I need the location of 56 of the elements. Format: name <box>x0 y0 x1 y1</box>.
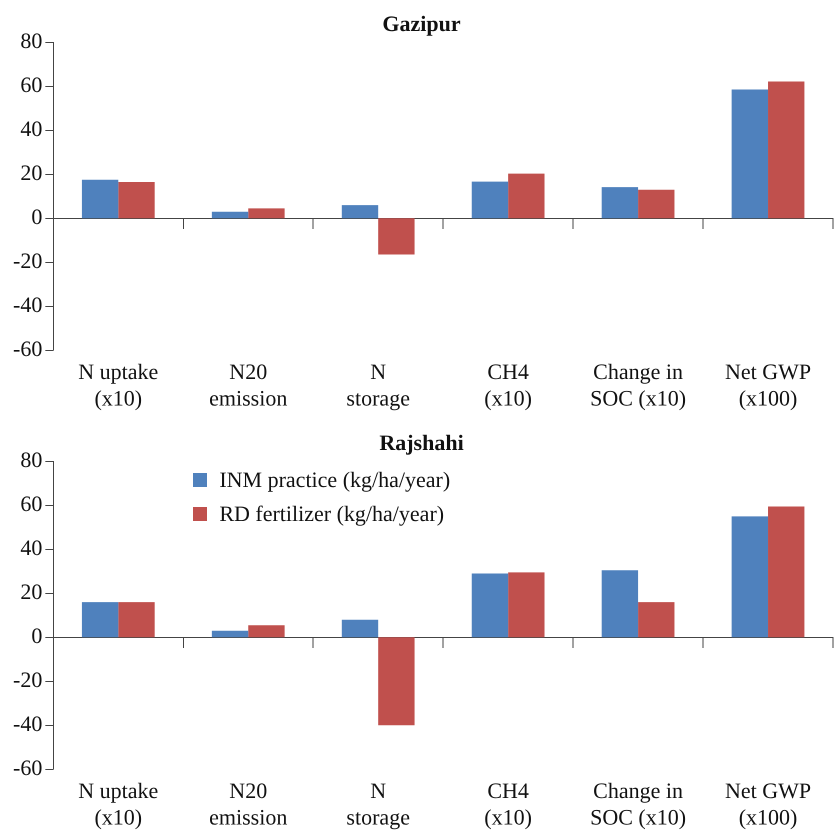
x-tick-label: CH4 (x10) <box>484 359 532 411</box>
x-tick-label: Net GWP (x100) <box>724 778 812 830</box>
y-tick-label: 20 <box>20 579 42 604</box>
x-tick-label: Change in SOC (x10) <box>590 359 686 411</box>
legend-label: RD fertilizer (kg/ha/year) <box>219 501 444 528</box>
y-tick-label: -60 <box>13 336 42 361</box>
bar <box>602 570 638 638</box>
chart-title: Gazipur <box>382 10 461 36</box>
bar <box>378 218 415 255</box>
bar <box>768 506 804 638</box>
y-tick-label: 80 <box>20 447 42 472</box>
x-tick-label: N storage <box>346 778 410 830</box>
y-tick-label: 20 <box>20 160 42 186</box>
x-tick-label: CH4 (x10) <box>484 778 532 830</box>
bar <box>508 174 545 218</box>
y-tick-label: -20 <box>13 667 42 692</box>
chart-title: Rajshahi <box>379 430 464 455</box>
bar <box>118 602 155 638</box>
bar <box>638 190 674 218</box>
y-tick-label: -40 <box>13 711 42 736</box>
bar <box>212 630 248 638</box>
x-tick-label: Net GWP (x100) <box>724 359 812 411</box>
y-tick-label: 80 <box>20 28 42 54</box>
bar <box>82 602 118 638</box>
bar <box>248 208 285 218</box>
y-tick-label: -20 <box>13 248 42 274</box>
bar <box>732 516 768 638</box>
x-tick-label: Change in SOC (x10) <box>590 778 686 830</box>
y-tick-label: 60 <box>20 72 42 98</box>
y-tick-label: -60 <box>13 754 42 780</box>
x-tick-label: N uptake (x10) <box>78 778 158 830</box>
y-tick-label: 40 <box>20 535 42 560</box>
x-tick-label: N20 emission <box>209 778 288 830</box>
bar <box>118 182 155 218</box>
bar <box>378 637 415 726</box>
bar <box>342 620 378 638</box>
bar <box>508 572 545 638</box>
bar <box>638 602 674 638</box>
y-tick-label: 0 <box>31 623 42 648</box>
y-tick-label: 60 <box>20 491 42 516</box>
bar <box>472 182 508 218</box>
y-tick-label: 0 <box>31 204 42 230</box>
x-tick-label: N uptake (x10) <box>78 359 158 411</box>
bar <box>472 574 508 638</box>
y-tick-label: 40 <box>20 116 42 142</box>
bar <box>602 187 638 218</box>
bar <box>732 89 768 218</box>
bar <box>212 212 248 218</box>
bar <box>342 205 378 218</box>
bar <box>82 180 118 218</box>
x-tick-label: N20 emission <box>209 359 288 411</box>
x-tick-label: N storage <box>346 359 410 411</box>
y-tick-label: -40 <box>13 292 42 318</box>
bar <box>248 625 285 638</box>
bar <box>768 82 804 218</box>
legend-label: INM practice (kg/ha/year) <box>219 467 450 494</box>
